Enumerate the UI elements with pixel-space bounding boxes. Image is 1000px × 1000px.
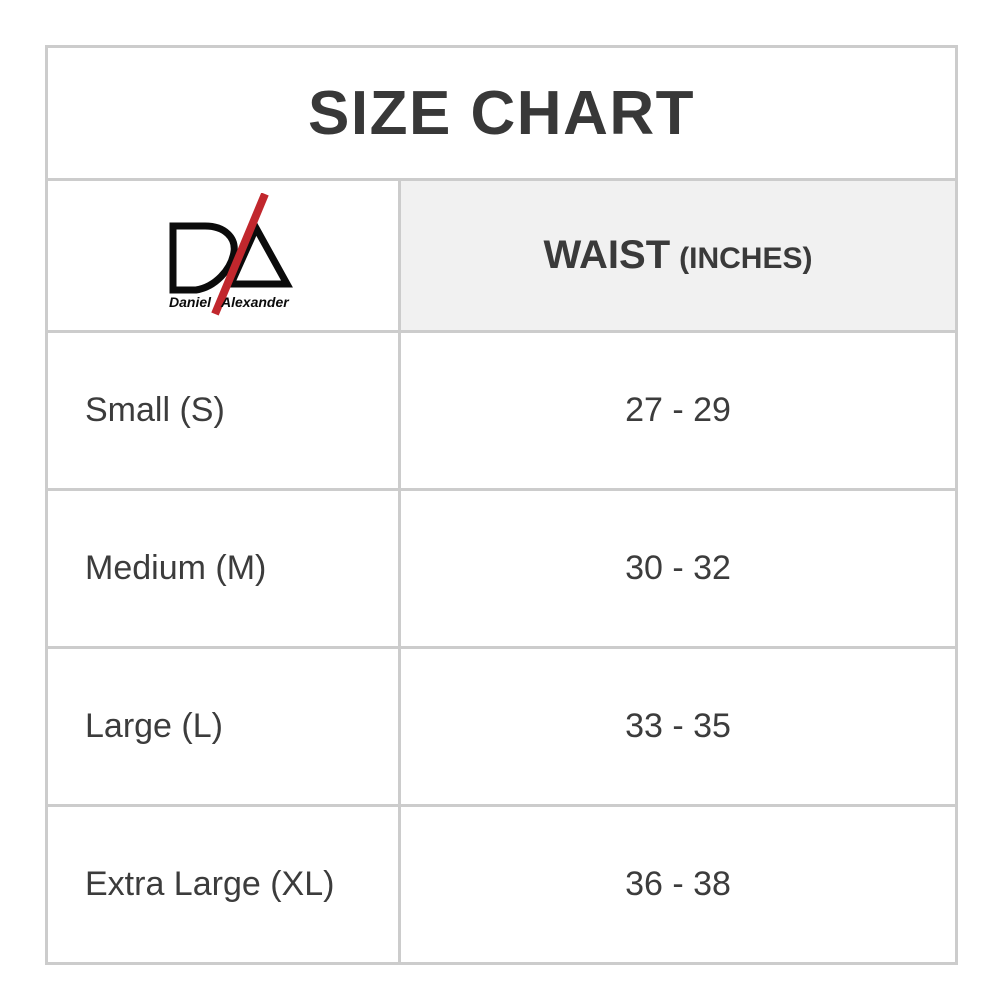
logo-text-alexander: Alexander — [220, 294, 290, 310]
column-header-row: Daniel Alexander WAIST (INCHES) — [45, 178, 958, 333]
size-label-medium: Medium (M) — [45, 488, 401, 649]
logo-letter-d-shape — [169, 222, 238, 294]
title-row: SIZE CHART — [45, 45, 958, 181]
logo-red-slash — [211, 193, 269, 316]
waist-value-large: 33 - 35 — [398, 646, 958, 807]
size-label-small: Small (S) — [45, 330, 401, 491]
size-label-large: Large (L) — [45, 646, 401, 807]
chart-title: SIZE CHART — [45, 45, 958, 181]
logo-letter-a-triangle-shape — [225, 220, 293, 288]
table-row-extra-large: Extra Large (XL) 36 - 38 — [45, 804, 958, 965]
size-label-extra-large: Extra Large (XL) — [45, 804, 401, 965]
logo-text-daniel: Daniel — [169, 294, 212, 310]
daniel-alexander-logo-icon: Daniel Alexander — [169, 193, 293, 316]
size-chart-table: SIZE CHART Daniel Alexander WAIST (INCHES… — [45, 45, 958, 965]
brand-cell: Daniel Alexander — [45, 178, 401, 333]
waist-header-label: WAIST — [543, 233, 671, 277]
waist-header-cell: WAIST (INCHES) — [398, 178, 958, 333]
waist-value-small: 27 - 29 — [398, 330, 958, 491]
waist-header-unit: (INCHES) — [679, 242, 813, 275]
table-row-large: Large (L) 33 - 35 — [45, 646, 958, 807]
table-row-medium: Medium (M) 30 - 32 — [45, 488, 958, 649]
waist-value-extra-large: 36 - 38 — [398, 804, 958, 965]
table-row-small: Small (S) 27 - 29 — [45, 330, 958, 491]
waist-value-medium: 30 - 32 — [398, 488, 958, 649]
